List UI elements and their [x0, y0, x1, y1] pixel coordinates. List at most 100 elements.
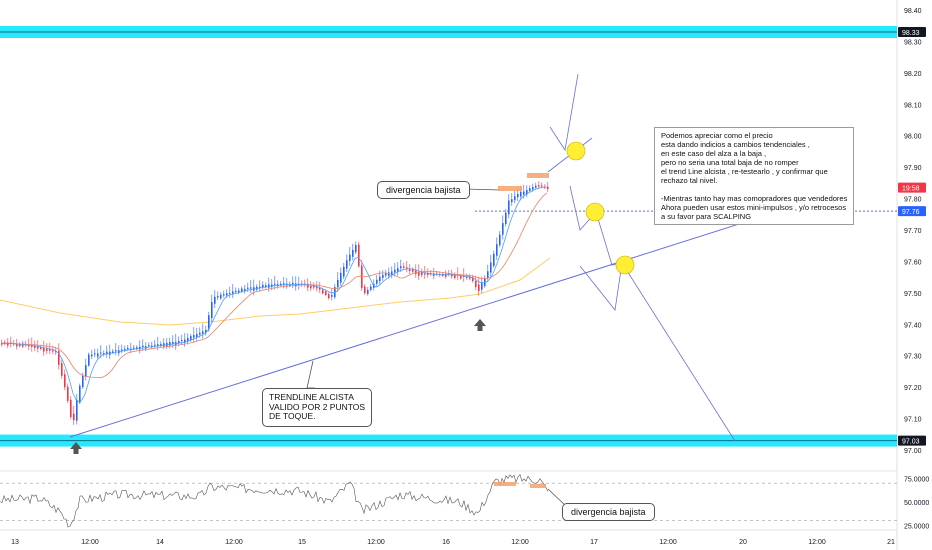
- candle-body: [382, 274, 384, 278]
- candle-body: [115, 350, 117, 352]
- candle-body: [316, 286, 318, 289]
- candle-body: [478, 284, 480, 292]
- candle-body: [97, 353, 99, 357]
- candle-body: [352, 249, 354, 257]
- candle-body: [238, 290, 240, 293]
- candles: [1, 181, 549, 425]
- y-tick-label: 97.50: [904, 291, 922, 298]
- candle-body: [292, 282, 294, 285]
- candle-body: [319, 287, 321, 290]
- y-tick-label: 97.20: [904, 385, 922, 392]
- y-tick-label: 98.00: [904, 134, 922, 141]
- y-tick-label: 97.90: [904, 165, 922, 172]
- candle-body: [472, 277, 474, 282]
- candle-body: [307, 283, 309, 288]
- candle-body: [442, 274, 444, 276]
- candle-body: [346, 260, 348, 269]
- candle-body: [112, 351, 114, 353]
- candle-body: [70, 399, 72, 418]
- trendline-callout-pointer: [306, 360, 315, 389]
- candle-body: [61, 363, 63, 376]
- candle-body: [220, 294, 222, 299]
- y-tick-label: 98.40: [904, 8, 922, 15]
- candle-body: [181, 340, 183, 342]
- candle-body: [499, 234, 501, 246]
- candle-body: [226, 293, 228, 296]
- candle-body: [202, 331, 204, 334]
- oscillator-tick-label: 75.0000: [904, 477, 929, 484]
- candle-body: [211, 302, 213, 319]
- candle-body: [475, 280, 477, 287]
- candle-body: [325, 291, 327, 296]
- candle-body: [367, 289, 369, 294]
- candle-body: [529, 188, 531, 191]
- candle-body: [121, 349, 123, 351]
- candle-body: [235, 290, 237, 292]
- candle-body: [124, 348, 126, 350]
- oscillator-divergence-highlight: [494, 482, 516, 486]
- candle-body: [526, 190, 528, 195]
- candle-body: [172, 342, 174, 344]
- candle-body: [22, 343, 24, 347]
- candle-body: [469, 276, 471, 279]
- candle-body: [418, 272, 420, 276]
- candle-body: [7, 342, 9, 346]
- candle-body: [466, 276, 468, 278]
- candle-body: [415, 270, 417, 274]
- divergence-highlight: [498, 186, 522, 191]
- candle-body: [484, 277, 486, 287]
- candle-body: [151, 345, 153, 347]
- candle-body: [136, 347, 138, 350]
- candle-body: [169, 342, 171, 346]
- candle-body: [160, 344, 162, 347]
- x-tick-label: 15: [298, 539, 306, 546]
- candle-body: [49, 348, 51, 351]
- candle-body: [247, 287, 249, 289]
- candle-body: [400, 266, 402, 269]
- y-tick-label: 98.20: [904, 71, 922, 78]
- candle-body: [100, 352, 102, 354]
- candle-body: [268, 284, 270, 288]
- candle-body: [208, 315, 210, 330]
- candle-body: [409, 269, 411, 272]
- fast-moving-average: [0, 192, 548, 379]
- candle-body: [127, 347, 129, 350]
- candle-body: [64, 374, 66, 388]
- candle-body: [52, 350, 54, 352]
- divergence-callout-bottom: divergencia bajista: [562, 503, 655, 521]
- candle-body: [205, 329, 207, 333]
- price-badge-label: 97.76: [902, 209, 920, 216]
- candle-body: [328, 294, 330, 299]
- divergence-callout-top: divergencia bajista: [377, 181, 470, 199]
- candle-body: [349, 254, 351, 261]
- x-tick-label: 12:00: [808, 539, 826, 546]
- candle-body: [58, 351, 60, 365]
- x-tick-label: 12:00: [659, 539, 677, 546]
- candle-body: [232, 291, 234, 294]
- candle-body: [130, 348, 132, 350]
- candle-body: [514, 196, 516, 201]
- touch-point-circle: [615, 255, 635, 275]
- candle-body: [79, 385, 81, 403]
- slow-moving-average: [0, 257, 551, 326]
- projection-mid: [569, 185, 625, 266]
- x-tick-label: 12:00: [367, 539, 385, 546]
- candle-body: [94, 353, 96, 355]
- candle-body: [463, 276, 465, 278]
- candle-body: [244, 288, 246, 292]
- x-tick-label: 12:00: [225, 539, 243, 546]
- candle-body: [487, 271, 489, 279]
- candle-body: [217, 296, 219, 298]
- candle-body: [10, 342, 12, 344]
- candle-body: [538, 185, 540, 187]
- touch-point-circle: [566, 141, 586, 161]
- candle-body: [535, 185, 537, 188]
- candle-body: [106, 351, 108, 355]
- candle-body: [493, 253, 495, 267]
- x-tick-label: 21: [887, 539, 895, 546]
- candle-body: [310, 285, 312, 289]
- candle-body: [193, 335, 195, 338]
- x-tick-label: 17: [590, 539, 598, 546]
